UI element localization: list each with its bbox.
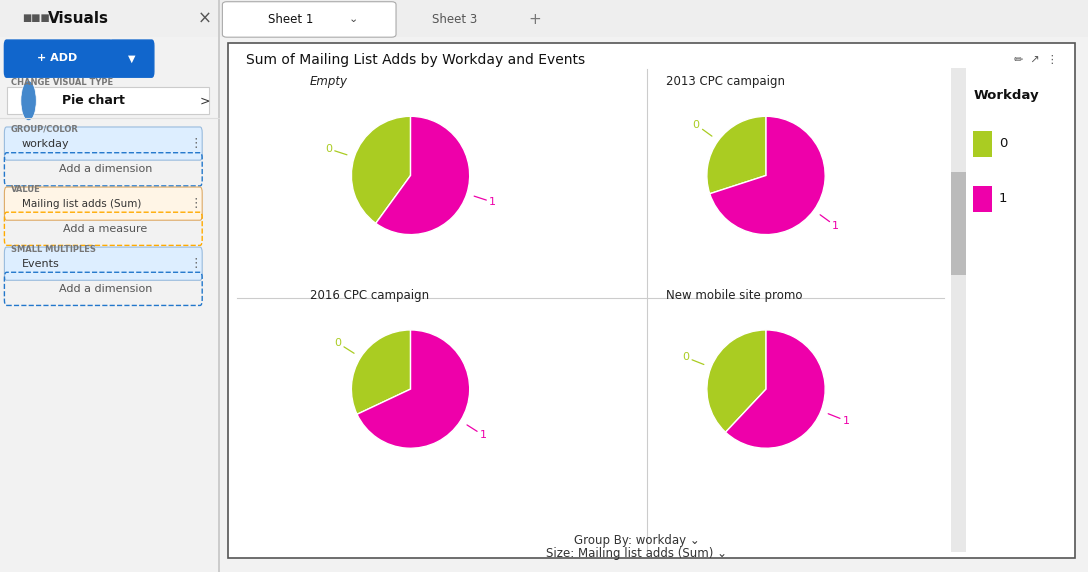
Bar	[220, 0, 1088, 37]
Wedge shape	[351, 116, 410, 223]
Text: Mailing list adds (Sum): Mailing list adds (Sum)	[22, 198, 141, 209]
FancyBboxPatch shape	[4, 40, 112, 77]
Text: ■■■: ■■■	[22, 13, 50, 23]
Text: SMALL MULTIPLES: SMALL MULTIPLES	[11, 245, 96, 255]
Text: 0: 0	[693, 120, 712, 136]
Text: VALUE: VALUE	[11, 185, 40, 194]
Text: Add a dimension: Add a dimension	[59, 284, 152, 294]
Text: 1: 1	[820, 214, 839, 231]
Text: 1: 1	[467, 425, 487, 440]
Text: Events: Events	[22, 259, 60, 269]
Wedge shape	[726, 330, 825, 448]
Bar	[974, 186, 992, 212]
Text: +: +	[528, 12, 541, 27]
Text: + ADD: + ADD	[37, 53, 77, 63]
Text: ⋮: ⋮	[189, 197, 202, 210]
FancyBboxPatch shape	[4, 247, 202, 280]
Text: Size: Mailing list adds (Sum) ⌄: Size: Mailing list adds (Sum) ⌄	[546, 547, 727, 559]
FancyBboxPatch shape	[4, 187, 202, 220]
Text: 2016 CPC campaign: 2016 CPC campaign	[310, 289, 430, 301]
Wedge shape	[357, 330, 470, 448]
Text: ▼: ▼	[128, 53, 136, 63]
Text: workday: workday	[22, 138, 70, 149]
Text: Group By: workday ⌄: Group By: workday ⌄	[573, 534, 700, 547]
FancyBboxPatch shape	[222, 2, 396, 37]
Bar	[974, 131, 992, 157]
Text: ⌄: ⌄	[348, 14, 358, 25]
Text: Sheet 3: Sheet 3	[433, 13, 478, 26]
Wedge shape	[707, 330, 766, 432]
Text: >: >	[199, 94, 210, 107]
Text: ⋮: ⋮	[189, 137, 202, 150]
Wedge shape	[351, 330, 410, 414]
Text: 1: 1	[828, 414, 850, 426]
Text: Pie chart: Pie chart	[62, 94, 124, 107]
Text: 0: 0	[999, 137, 1007, 150]
Text: Empty: Empty	[310, 75, 348, 88]
Text: Workday: Workday	[974, 89, 1039, 102]
Bar	[7, 87, 209, 114]
FancyBboxPatch shape	[4, 127, 202, 160]
Bar	[951, 172, 966, 275]
Text: ⋮: ⋮	[189, 257, 202, 270]
Text: 0: 0	[325, 144, 347, 155]
Text: Add a measure: Add a measure	[63, 224, 148, 234]
Bar	[218, 0, 220, 572]
Text: GROUP/COLOR: GROUP/COLOR	[11, 124, 78, 133]
Bar	[0, 0, 220, 37]
Wedge shape	[709, 116, 825, 235]
Text: ×: ×	[197, 9, 211, 27]
Wedge shape	[375, 116, 470, 235]
Text: 2013 CPC campaign: 2013 CPC campaign	[666, 75, 784, 88]
Bar	[951, 68, 966, 552]
Text: 1: 1	[474, 196, 496, 207]
Text: Add a dimension: Add a dimension	[59, 164, 152, 174]
Circle shape	[21, 81, 36, 121]
Text: 0: 0	[682, 352, 704, 364]
Text: CHANGE VISUAL TYPE: CHANGE VISUAL TYPE	[11, 78, 113, 88]
Text: Sheet 1: Sheet 1	[268, 13, 313, 26]
Text: 1: 1	[999, 192, 1007, 205]
Text: New mobile site promo: New mobile site promo	[666, 289, 802, 301]
Text: Visuals: Visuals	[48, 11, 110, 26]
Wedge shape	[707, 116, 766, 194]
Text: ✏  ↗  ⋮: ✏ ↗ ⋮	[1014, 55, 1058, 65]
FancyBboxPatch shape	[110, 40, 153, 77]
Text: 0: 0	[334, 338, 354, 353]
Text: Sum of Mailing List Adds by Workday and Events: Sum of Mailing List Adds by Workday and …	[246, 53, 585, 67]
